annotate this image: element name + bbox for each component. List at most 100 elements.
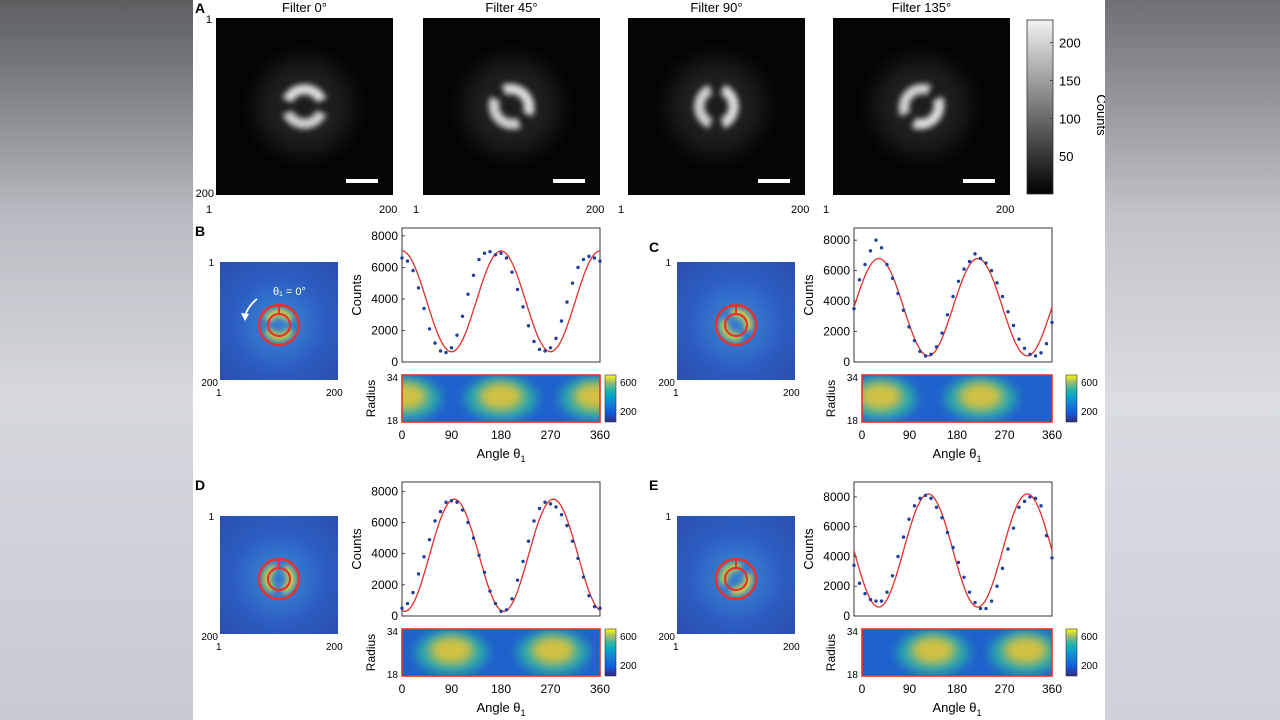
data-point	[548, 346, 553, 350]
radius-label: Radius	[364, 634, 378, 671]
beam-lobe-lower	[898, 83, 932, 117]
unrolled-colorbar-gradient	[1065, 374, 1078, 423]
unrolled-colorbar-gradient	[604, 628, 617, 677]
x-axis-label-subscript: 1	[977, 708, 982, 718]
x-tick-label: 360	[1042, 428, 1062, 442]
y-tick-label: 8000	[823, 233, 850, 247]
image-y-max-label: 200	[196, 188, 214, 200]
unrolled-colorbar: 600 200	[604, 374, 637, 423]
radius-tick-top: 34	[847, 627, 859, 638]
ring-image-glow	[245, 545, 313, 613]
y-tick-label: 6000	[823, 520, 850, 534]
data-point	[1050, 556, 1054, 560]
ring-lobe-upper	[264, 308, 294, 322]
data-point	[951, 294, 955, 299]
unrolled-border	[861, 628, 1053, 677]
ring-image-y-min: 1	[665, 258, 671, 269]
data-point	[890, 276, 895, 280]
data-point	[863, 262, 867, 267]
data-point	[438, 509, 443, 514]
filter-title-0: Filter 0°	[282, 0, 327, 15]
data-point	[510, 597, 514, 601]
intensity-blob-core	[1003, 636, 1048, 665]
image-x-max-label: 200	[586, 204, 604, 216]
data-point	[874, 599, 878, 603]
data-point	[477, 257, 481, 262]
data-point	[455, 500, 459, 504]
data-point	[951, 545, 955, 550]
theta-arrowhead	[241, 313, 249, 321]
beam-lobe-upper	[282, 84, 327, 103]
data-point	[570, 281, 575, 285]
y-tick-label: 8000	[823, 490, 850, 504]
data-point	[444, 500, 448, 504]
data-point	[1022, 499, 1027, 504]
y-axis-label: Counts	[349, 528, 364, 570]
data-point	[504, 608, 509, 612]
ring-image-x-min: 1	[673, 388, 679, 399]
data-point	[488, 249, 492, 254]
radius-label: Radius	[824, 380, 838, 417]
data-point	[973, 600, 977, 605]
radius-tick-bottom: 18	[387, 416, 399, 427]
unrolled-map: 34 18 Radius 0 90 180 270 360 Angle θ1	[824, 627, 1062, 718]
gray-colorbar-gradient	[1026, 19, 1054, 195]
counts-plot: 0 2000 4000 6000 8000 Counts	[801, 227, 1054, 369]
unrolled-blobs	[402, 376, 600, 421]
data-point	[526, 539, 531, 543]
ring-image-x-min: 1	[216, 642, 222, 653]
y-tick-label: 0	[391, 355, 398, 369]
data-point	[1039, 351, 1043, 355]
data-point	[1044, 533, 1049, 538]
plot-frame	[401, 227, 601, 363]
data-point	[466, 520, 470, 525]
diffuse-halo	[668, 58, 765, 155]
data-point	[1022, 346, 1027, 350]
x-axis-label-subscript: 1	[521, 708, 526, 718]
unrolled-colorbar-gradient	[1065, 628, 1078, 677]
x-tick-label: 180	[947, 428, 967, 442]
data-point	[510, 270, 514, 274]
data-point	[885, 262, 889, 267]
beam-lobe-lower	[694, 84, 713, 129]
data-point	[416, 572, 421, 576]
data-point	[857, 278, 862, 282]
panel-letter-a: A	[195, 0, 205, 16]
data-point	[493, 601, 498, 606]
data-point	[896, 554, 900, 559]
data-point	[515, 287, 520, 292]
filter-image-45: Filter 45° 1 200	[413, 0, 604, 216]
data-point	[940, 516, 944, 520]
theta-annotation: θ₁ = 0°	[273, 286, 306, 298]
x-tick-label: 180	[491, 682, 511, 696]
panel-letter-b: B	[195, 223, 205, 239]
y-tick-label: 2000	[371, 578, 398, 592]
data-point	[940, 331, 944, 335]
data-point	[967, 590, 972, 594]
filter-title-45: Filter 45°	[485, 0, 537, 15]
diffuse-halo	[873, 58, 970, 155]
x-tick-label: 270	[540, 428, 560, 442]
x-axis-label: Angle θ1	[476, 446, 525, 464]
unrolled-map: 34 18 Radius 0 90 180 270 360 Angle θ1	[364, 627, 610, 718]
unrolled-map: 34 18 Radius 0 90 180 270 360 Angle θ1	[364, 373, 610, 464]
data-point	[400, 256, 404, 260]
ring-image-x-max: 200	[783, 642, 800, 653]
x-tick-label: 180	[947, 682, 967, 696]
data-point	[984, 606, 988, 611]
data-point	[901, 308, 906, 312]
data-point	[973, 252, 977, 256]
unrolled-colorbar: 600 200	[1065, 628, 1098, 677]
unrolled-border	[861, 374, 1053, 423]
data-point	[879, 599, 884, 603]
x-tick-label: 90	[445, 682, 459, 696]
beam-lobe-lower	[488, 96, 522, 130]
intensity-blob-core	[479, 382, 523, 411]
y-tick-label: 2000	[823, 325, 850, 339]
counts-plot: 0 2000 4000 6000 8000 Counts	[349, 481, 602, 623]
data-point	[521, 305, 525, 309]
data-point	[471, 536, 476, 540]
